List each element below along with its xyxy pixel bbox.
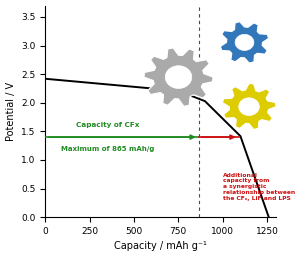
Text: Additional
capacity from
a synergistic
relationship between
the CFₓ, LiF and LPS: Additional capacity from a synergistic r… [223, 172, 295, 201]
Text: LPS: LPS [239, 102, 259, 112]
Text: Maximum of 865 mAh/g: Maximum of 865 mAh/g [61, 146, 154, 152]
Text: LiF: LiF [236, 38, 253, 47]
Text: Capacity of CFx: Capacity of CFx [76, 122, 139, 128]
Text: CFₓ: CFₓ [169, 72, 188, 82]
X-axis label: Capacity / mAh g⁻¹: Capacity / mAh g⁻¹ [114, 241, 207, 251]
Y-axis label: Potential / V: Potential / V [6, 82, 16, 141]
